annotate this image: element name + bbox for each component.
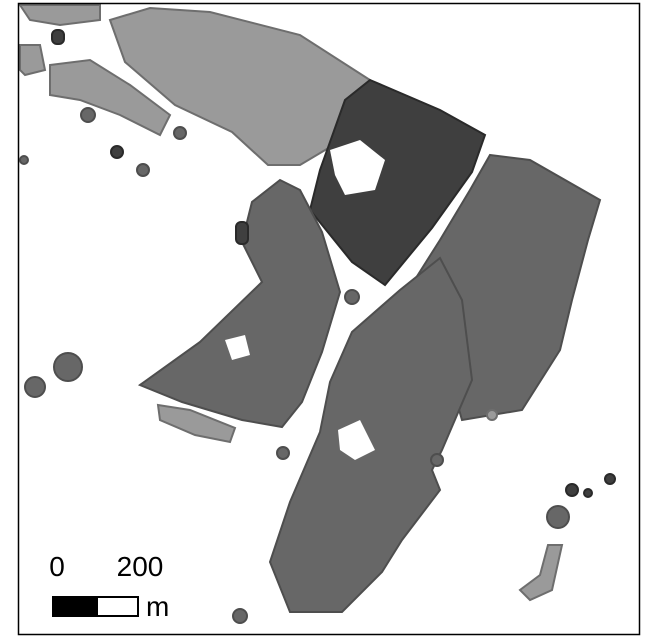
parcel <box>111 146 123 158</box>
parcel <box>605 474 615 484</box>
scale-label: 200 <box>117 551 164 582</box>
scale-segment <box>53 597 97 616</box>
scale-segment <box>97 597 138 616</box>
map: 0 200 m <box>0 0 649 637</box>
scale-label: 0 <box>49 551 65 582</box>
parcel <box>345 290 359 304</box>
parcel <box>584 489 592 497</box>
parcel <box>547 506 569 528</box>
parcel <box>277 447 289 459</box>
parcel <box>174 127 186 139</box>
parcel <box>566 484 578 496</box>
parcel <box>20 156 28 164</box>
parcel <box>233 609 247 623</box>
parcel <box>137 164 149 176</box>
parcel <box>52 30 64 44</box>
parcel <box>431 454 443 466</box>
parcel <box>54 353 82 381</box>
parcel <box>236 222 248 244</box>
scale-unit: m <box>146 591 169 622</box>
parcel <box>25 377 45 397</box>
parcel <box>81 108 95 122</box>
parcel <box>487 410 497 420</box>
parcel <box>20 45 45 75</box>
